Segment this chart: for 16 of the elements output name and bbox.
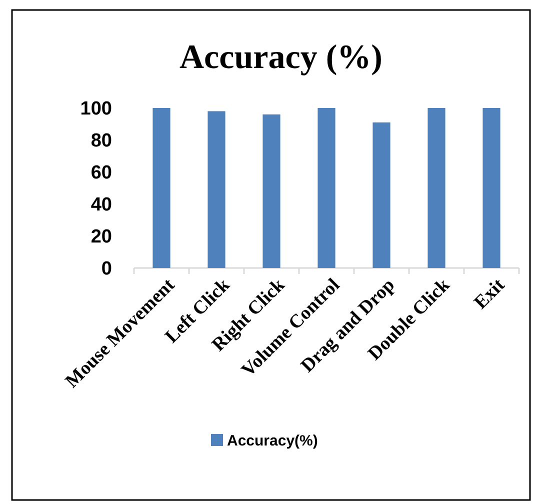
y-tick-label: 100 [80, 98, 112, 120]
y-tick-label: 40 [90, 194, 112, 216]
bar [372, 122, 390, 268]
y-tick-label: 60 [90, 162, 112, 184]
bar [208, 111, 226, 268]
y-tick-label: 0 [101, 258, 112, 280]
bar [318, 108, 336, 268]
y-tick-label: 20 [90, 226, 112, 248]
legend-label: Accuracy(%) [227, 432, 318, 450]
chart-title: Accuracy (%) [180, 39, 382, 76]
bar [482, 108, 500, 268]
y-tick-label: 80 [90, 130, 112, 152]
bar [152, 108, 170, 268]
bar [428, 108, 446, 268]
x-tick-label: Exit [470, 274, 510, 314]
bar [262, 114, 280, 268]
